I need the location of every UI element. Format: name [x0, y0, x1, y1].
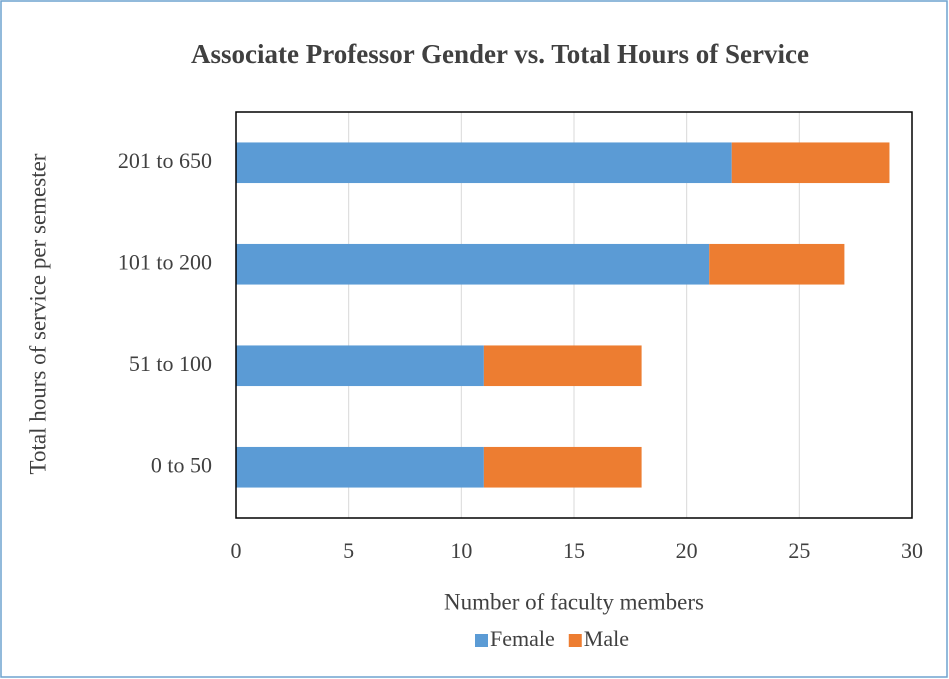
- y-tick-label: 201 to 650: [118, 148, 212, 173]
- y-tick-label: 101 to 200: [118, 249, 212, 274]
- x-tick-label: 20: [676, 538, 698, 563]
- x-axis-label: Number of faculty members: [444, 589, 704, 614]
- legend-swatch: [568, 634, 582, 647]
- x-tick-label: 30: [901, 538, 923, 563]
- bar-segment: [236, 446, 484, 488]
- bar-segment: [731, 142, 890, 184]
- x-tick-label: 25: [788, 538, 810, 563]
- y-tick-label: 0 to 50: [151, 452, 212, 477]
- plot-border: [235, 111, 913, 519]
- bar-segment: [483, 446, 642, 488]
- bar-segment: [236, 345, 484, 387]
- y-axis-label: Total hours of service per semester: [25, 153, 50, 474]
- x-tick-label: 5: [343, 538, 354, 563]
- bar-segment: [236, 142, 732, 184]
- y-tick-label: 51 to 100: [129, 351, 212, 376]
- x-tick-label: 15: [563, 538, 585, 563]
- bar-segment: [709, 243, 845, 285]
- x-tick-label: 10: [450, 538, 472, 563]
- bar-segment: [483, 345, 642, 387]
- x-tick-label: 0: [231, 538, 242, 563]
- legend-label: Male: [584, 626, 629, 651]
- legend-swatch: [475, 634, 488, 647]
- chart-title: Associate Professor Gender vs. Total Hou…: [191, 39, 809, 69]
- legend-label: Female: [490, 626, 555, 651]
- bar-segment: [236, 243, 710, 285]
